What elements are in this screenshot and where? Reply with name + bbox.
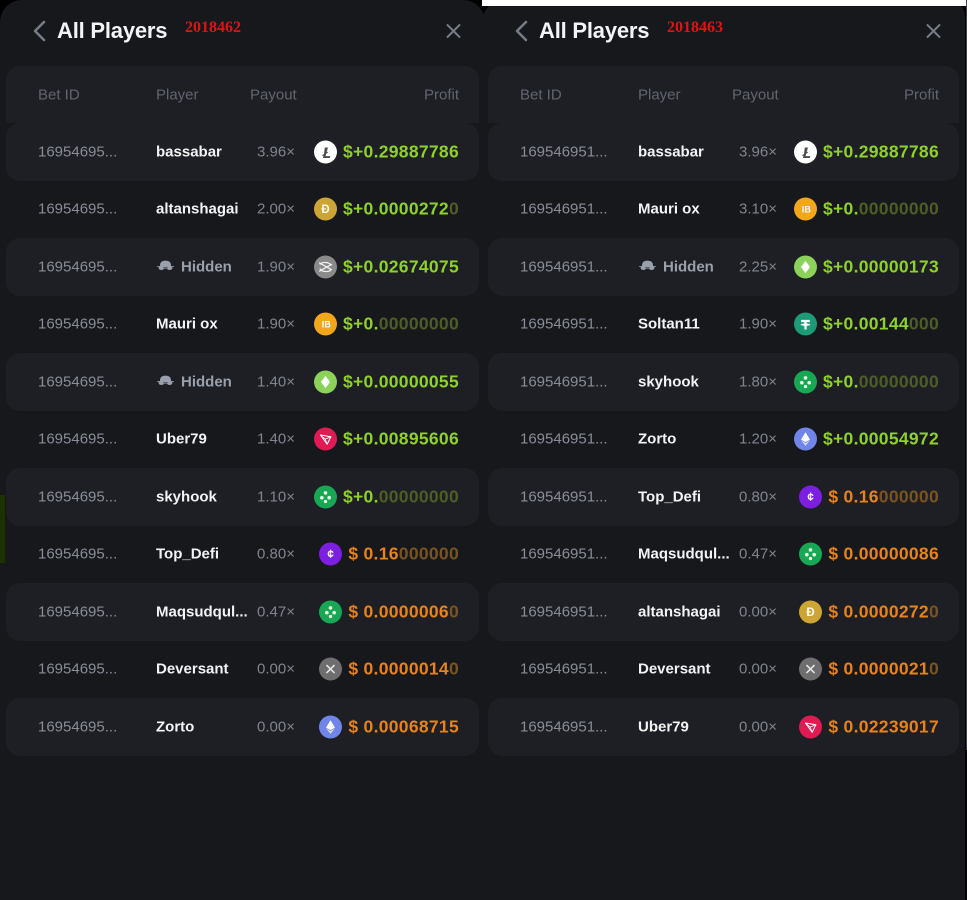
svg-text:IB: IB xyxy=(802,205,812,215)
svg-text:Đ: Đ xyxy=(807,607,816,619)
svg-text:¢: ¢ xyxy=(328,549,335,561)
svg-text:IB: IB xyxy=(322,320,332,330)
svg-text:¢: ¢ xyxy=(808,492,815,504)
svg-text:Đ: Đ xyxy=(321,204,330,216)
